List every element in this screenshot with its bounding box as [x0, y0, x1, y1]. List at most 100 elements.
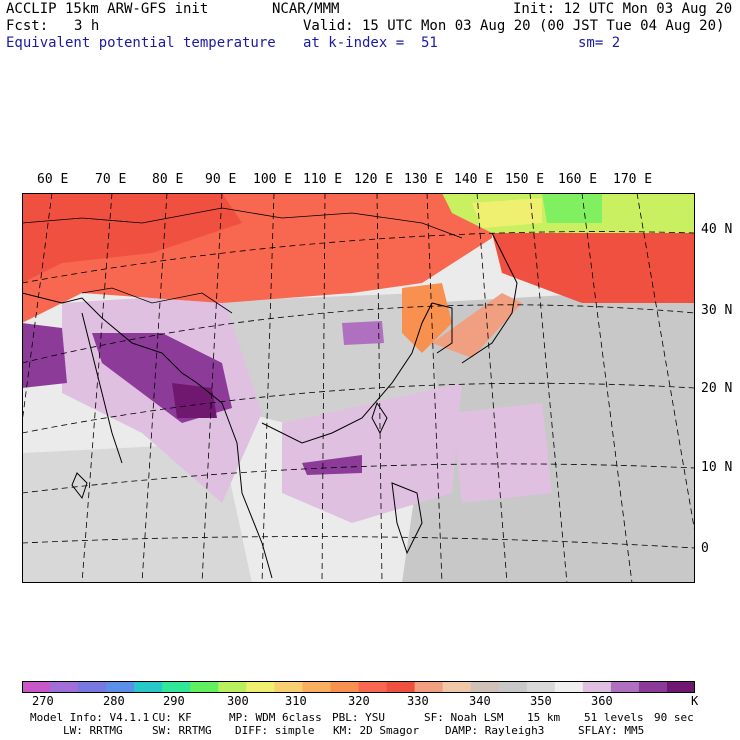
colorbar-swatch	[666, 681, 695, 693]
lat-label: 40 N	[701, 222, 733, 237]
indochina-coast	[196, 382, 273, 579]
colorbar-swatch	[246, 681, 275, 693]
colorbar-tick: 310	[285, 694, 307, 708]
colorbar-swatch	[218, 681, 247, 693]
parallel-20n	[22, 382, 695, 434]
sri-lanka-coast	[71, 472, 88, 500]
meridian-100e	[261, 193, 275, 583]
colorbar-tick: 280	[103, 694, 125, 708]
meridian-170e	[636, 193, 695, 534]
colorbar-swatch	[554, 681, 584, 693]
lon-label: 130 E	[404, 172, 444, 187]
pbl-scheme: PBL: YSU	[332, 711, 385, 724]
colorbar-swatch	[442, 681, 472, 693]
lon-label: 70 E	[95, 172, 127, 187]
philippine-sea-purple	[452, 403, 552, 503]
lon-label: 110 E	[303, 172, 343, 187]
parallel-40n	[22, 231, 695, 284]
okhotsk-yellow	[472, 198, 542, 228]
lon-label: 140 E	[454, 172, 494, 187]
colorbar-tick: 330	[407, 694, 429, 708]
lon-label: 90 E	[205, 172, 237, 187]
china-convection	[342, 321, 384, 345]
colorbar-unit: K	[691, 694, 699, 708]
km-scheme: KM: 2D Smagor	[333, 724, 420, 737]
colorbar-swatch	[50, 681, 79, 693]
resolution: 15 km	[527, 711, 561, 724]
lon-label: 100 E	[253, 172, 293, 187]
colorbar-tick: 290	[163, 694, 185, 708]
colorbar-tick: 360	[591, 694, 613, 708]
parallel-30n	[22, 304, 695, 364]
colorbar-swatch	[162, 681, 191, 693]
meridian-130e	[426, 193, 443, 583]
colorbar-tick: 350	[530, 694, 552, 708]
meridian-140e	[476, 193, 508, 583]
colorbar-tick: 340	[469, 694, 491, 708]
sf-scheme: SF: Noah LSM	[424, 711, 504, 724]
meridian-160e	[581, 193, 633, 583]
colorbar-frame	[22, 681, 695, 693]
colorbar-swatch	[190, 681, 219, 693]
lat-label: 10 N	[701, 460, 733, 475]
colorbar-tick: 270	[32, 694, 54, 708]
model-title: ACCLIP 15km ARW-GFS init	[6, 1, 209, 17]
timestep: 90 sec	[654, 711, 694, 724]
cu-scheme: CU: KF	[152, 711, 192, 724]
meridian-120e	[376, 193, 383, 583]
init-time: Init: 12 UTC Mon 03 Aug 20	[513, 1, 733, 17]
lon-label: 150 E	[505, 172, 545, 187]
northeast-warm-band	[492, 233, 695, 303]
model-info: Model Info: V4.1.1	[30, 711, 150, 724]
colorbar-swatch	[358, 681, 388, 693]
diff-scheme: DIFF: simple	[235, 724, 315, 737]
korea-warm	[402, 283, 452, 353]
colorbar-swatch	[134, 681, 163, 693]
philippines-coast	[391, 482, 423, 555]
colorbar-swatch	[106, 681, 135, 693]
northern-border	[22, 207, 463, 239]
india-west-coast	[81, 312, 123, 464]
meridian-150e	[529, 193, 568, 583]
lon-label: 120 E	[354, 172, 394, 187]
south-asia-coast	[22, 292, 198, 384]
smoothing-label: sm= 2	[578, 35, 621, 51]
theta-e-map	[22, 193, 695, 583]
map-frame	[22, 193, 695, 583]
colorbar-swatch	[78, 681, 107, 693]
colorbar	[22, 681, 695, 693]
japan-coast	[461, 232, 518, 364]
meridian-60e	[22, 193, 53, 424]
parallel-0	[22, 536, 695, 549]
northern-warm-core	[22, 193, 242, 283]
colorbar-swatch	[582, 681, 612, 693]
levels: 51 levels	[584, 711, 644, 724]
lon-label: 160 E	[558, 172, 598, 187]
japan-warm	[432, 293, 522, 358]
valid-time: Valid: 15 UTC Mon 03 Aug 20 (00 JST Tue …	[303, 18, 725, 34]
org-label: NCAR/MMM	[272, 1, 340, 17]
colorbar-swatch	[22, 681, 51, 693]
colorbar-swatch	[638, 681, 668, 693]
lon-label: 60 E	[37, 172, 69, 187]
colorbar-swatch	[330, 681, 359, 693]
scs-light-purple	[282, 383, 462, 523]
colorbar-swatch	[414, 681, 444, 693]
meridian-110e	[321, 193, 326, 583]
forecast-value: 3 h	[74, 18, 100, 34]
colorbar-swatch	[386, 681, 416, 693]
colorbar-swatch	[526, 681, 556, 693]
meridian-70e	[81, 193, 113, 583]
lat-label: 30 N	[701, 303, 733, 318]
colorbar-swatch	[498, 681, 528, 693]
colorbar-tick: 300	[227, 694, 249, 708]
sflay-scheme: SFLAY: MM5	[578, 724, 645, 737]
colorbar-swatch	[302, 681, 331, 693]
damp-scheme: DAMP: Rayleigh3	[445, 724, 545, 737]
meridian-90e	[201, 193, 223, 583]
colorbar-swatch	[470, 681, 500, 693]
meridian-80e	[141, 193, 168, 583]
china-coast	[261, 302, 433, 444]
kamchatka-green	[542, 193, 602, 223]
arabian-sea-convection	[22, 323, 67, 388]
